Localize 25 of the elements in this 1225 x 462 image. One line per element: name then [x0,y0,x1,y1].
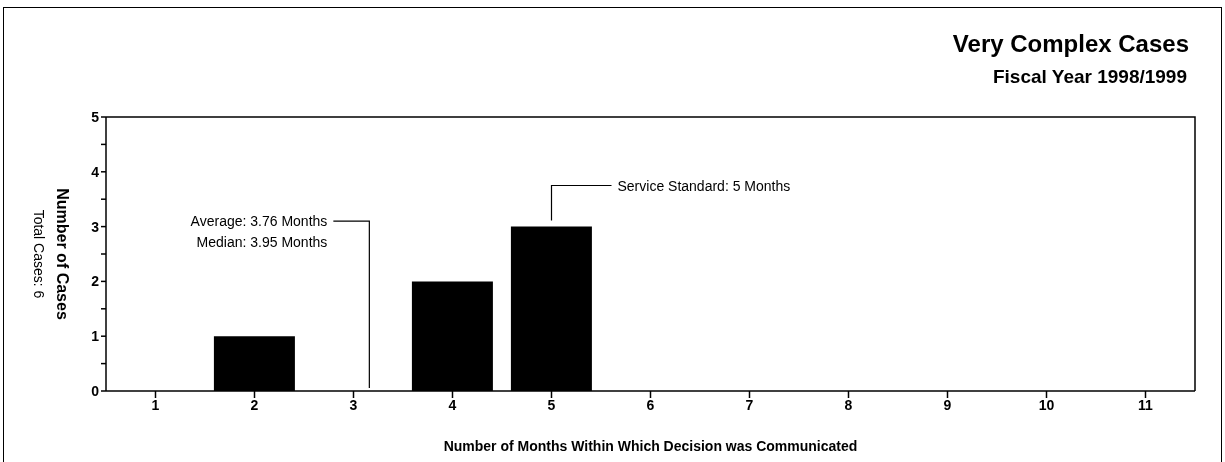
x-tick-label: 8 [844,396,853,413]
y-tick-label: 5 [91,108,100,125]
y-tick-label: 4 [91,163,100,180]
x-tick-label: 2 [250,396,259,413]
chart-subtitle: Fiscal Year 1998/1999 [992,66,1187,87]
text: Total Cases: 6 [31,209,47,299]
x-tick-label: 10 [1038,396,1055,413]
y-tick-label: 3 [91,218,100,235]
annotation: Average: 3.76 Months [190,213,328,230]
chart-title: Very Complex Cases [952,30,1189,57]
x-tick-label: 11 [1138,396,1154,413]
annotation: Service Standard: 5 Months [617,177,791,194]
x-tick-label: 5 [547,396,556,413]
y-tick-label: 0 [91,382,100,399]
y-tick-label: 2 [91,273,100,290]
x-tick-label: 7 [745,396,754,413]
y-tick-label: 1 [91,328,100,345]
x-tick-label: 9 [943,396,952,413]
y-axis-title: Number of Cases [54,188,71,320]
x-tick-label: 6 [646,396,655,413]
x-tick-label: 4 [448,396,457,413]
annotation: Median: 3.95 Months [196,234,328,251]
x-axis-title: Number of Months Within Which Decision was Communicated [443,438,858,454]
x-tick-label: 3 [349,396,358,413]
x-tick-label: 1 [151,396,160,413]
